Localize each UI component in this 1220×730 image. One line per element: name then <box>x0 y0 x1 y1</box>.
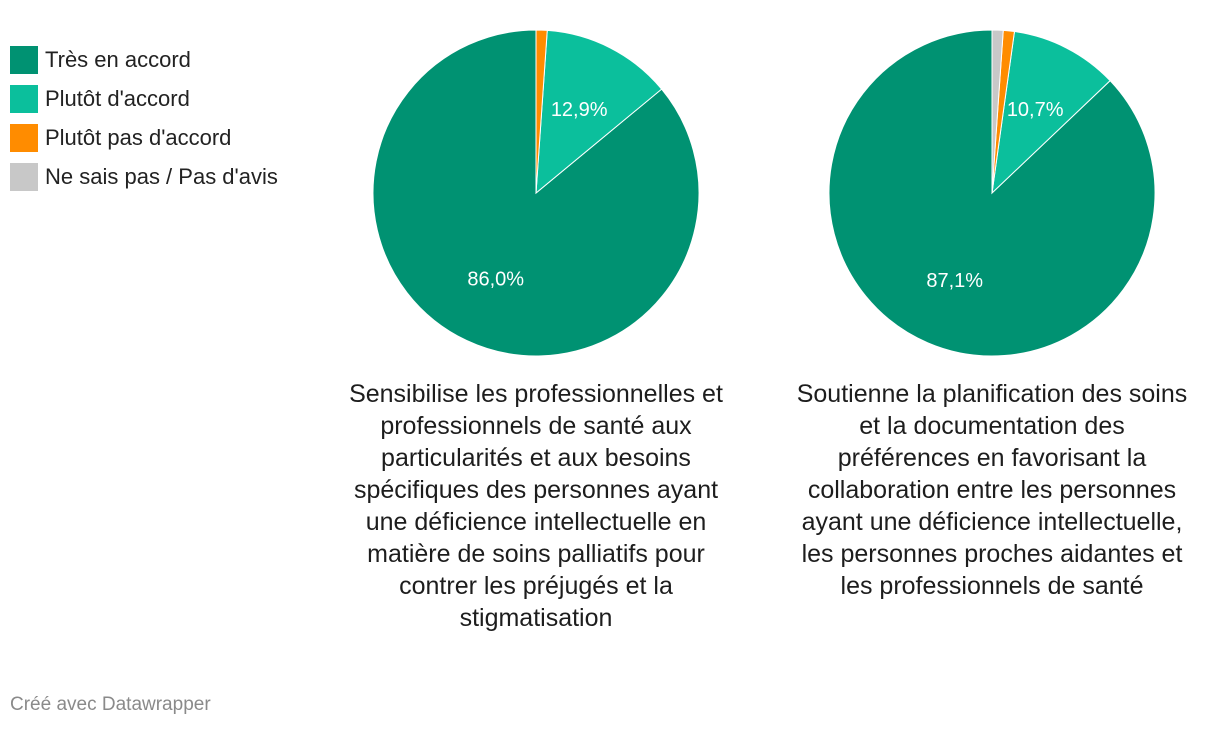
legend-swatch <box>10 162 38 191</box>
legend-swatch <box>10 123 38 152</box>
legend-item-plutot-daccord: Plutôt d'accord <box>10 79 278 118</box>
pie-slice-plut-t-pas-d-accord <box>535 29 548 194</box>
legend-swatch <box>10 84 38 113</box>
legend-label: Ne sais pas / Pas d'avis <box>45 163 278 189</box>
pie-chart-2: 87,1% 10,7% <box>828 29 1156 357</box>
legend-label: Plutôt d'accord <box>45 85 190 111</box>
pie-slice-label: 86,0% <box>467 269 524 291</box>
pie-caption-2: Soutienne la planification des soins et … <box>796 380 1188 600</box>
pie-caption-1: Sensibilise les professionnelles et prof… <box>349 380 723 632</box>
legend-label: Très en accord <box>45 46 191 72</box>
pie-slice-label: 10,7% <box>1007 99 1064 121</box>
pie-slice-label: 87,1% <box>926 270 983 292</box>
pie-chart-1: 86,0% 12,9% <box>372 29 700 357</box>
legend-item-tres-en-accord: Très en accord <box>10 40 278 79</box>
pie-slice-ne-sais-pas-pas-d-avis <box>991 29 1004 194</box>
pie-slice-label: 12,9% <box>551 99 608 121</box>
legend-swatch <box>10 45 38 74</box>
legend-item-plutot-pas-daccord: Plutôt pas d'accord <box>10 118 278 157</box>
credit-footer: Créé avec Datawrapper <box>10 694 211 715</box>
legend-item-ne-sais-pas: Ne sais pas / Pas d'avis <box>10 157 278 196</box>
pie-slice-plut-t-d-accord <box>991 30 1111 195</box>
legend: Très en accord Plutôt d'accord Plutôt pa… <box>10 40 278 196</box>
pie-slice-plut-t-d-accord <box>535 29 663 195</box>
legend-label: Plutôt pas d'accord <box>45 124 232 150</box>
